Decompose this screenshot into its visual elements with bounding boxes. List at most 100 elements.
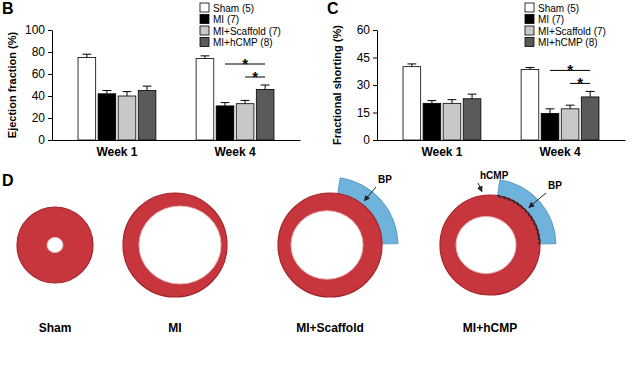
legend-label: MI (7) <box>538 14 564 25</box>
legend-label: MI+Scaffold (7) <box>538 26 606 37</box>
error-bar <box>123 92 132 96</box>
y-tick: 0 <box>38 133 52 147</box>
error-bar <box>201 56 210 59</box>
y-axis-title: Fractional shorting (%) <box>331 25 343 145</box>
error-bar <box>526 68 535 70</box>
error-bar <box>586 91 595 97</box>
y-tick-label: 100 <box>25 23 45 37</box>
bar <box>216 106 234 140</box>
legend: Sham (5)MI (7)MI+Scaffold (7)MI+hCMP (8) <box>200 3 281 49</box>
error-bar <box>82 54 91 57</box>
y-tick-mark <box>373 140 377 141</box>
bar <box>138 91 156 141</box>
tissue <box>278 193 382 297</box>
error-bar <box>241 100 250 103</box>
histology-section <box>440 180 556 295</box>
bar <box>256 89 274 140</box>
lumen <box>139 206 221 284</box>
plot-marks <box>78 54 274 140</box>
y-tick-label: 20 <box>32 111 46 125</box>
y-tick: 60 <box>32 67 52 81</box>
error-bar <box>143 86 152 90</box>
annotation-arrow <box>529 193 546 207</box>
histology-section <box>123 193 227 297</box>
x-tick-label: Week 1 <box>421 145 462 159</box>
y-tick-label: 80 <box>32 45 46 59</box>
bar <box>118 96 136 140</box>
lumen <box>47 237 63 252</box>
legend: Sham (5)MI (7)MI+Scaffold (7)MI+hCMP (8) <box>525 3 606 49</box>
y-tick: 40 <box>32 89 52 103</box>
x-tick: Week 4 <box>214 140 255 159</box>
significance-label: * <box>567 61 573 78</box>
y-axis: 0 20 40 60 80 100 <box>25 23 53 147</box>
legend-swatch <box>525 15 534 24</box>
bar <box>521 69 539 140</box>
legend-swatch <box>200 3 209 12</box>
y-tick: 30 <box>357 78 377 92</box>
x-tick-label: Week 4 <box>214 145 255 159</box>
error-bar <box>546 109 555 114</box>
annotation-label: BP <box>378 174 392 185</box>
y-tick-mark <box>373 30 377 31</box>
panel-d: DShamMIMI+ScaffoldMI+hCMPBPhCMPBP <box>2 170 562 335</box>
y-tick-label: 60 <box>357 23 371 37</box>
error-bar <box>428 101 437 104</box>
y-tick-mark <box>48 140 52 141</box>
chart-panel: B020406080100Ejection fraction (%)Week 1… <box>2 0 301 159</box>
y-tick-mark <box>48 52 52 53</box>
x-tick-label: Week 1 <box>96 145 137 159</box>
legend-swatch <box>200 26 209 35</box>
bar <box>541 113 559 140</box>
section-label: MI+hCMP <box>463 321 517 335</box>
bar <box>443 103 461 140</box>
annotation-label: hCMP <box>480 170 509 181</box>
panel-label: B <box>2 0 14 17</box>
legend-swatch <box>525 38 534 47</box>
error-bar <box>566 105 575 109</box>
section-label: MI+Scaffold <box>296 321 364 335</box>
error-bar <box>407 64 416 67</box>
bar <box>196 59 214 140</box>
annotation-arrow <box>364 187 376 201</box>
hcmp-boundary <box>497 196 540 244</box>
significance-label: * <box>252 68 258 85</box>
y-tick-label: 45 <box>357 51 371 65</box>
y-tick: 15 <box>357 106 377 120</box>
x-tick: Week 1 <box>96 140 137 159</box>
bar <box>403 67 421 140</box>
bar <box>561 109 579 140</box>
bar <box>236 104 254 140</box>
bar <box>78 58 96 141</box>
y-tick-mark <box>48 30 52 31</box>
tissue <box>17 207 93 283</box>
y-tick-label: 30 <box>357 78 371 92</box>
lumen <box>456 217 516 274</box>
bar <box>463 99 481 140</box>
bar <box>581 97 599 140</box>
error-bar <box>261 85 270 89</box>
bar <box>98 94 116 140</box>
figure: B020406080100Ejection fraction (%)Week 1… <box>0 0 640 370</box>
legend-label: Sham (5) <box>213 3 254 14</box>
annotation-arrow <box>478 183 482 192</box>
y-tick-mark <box>48 96 52 97</box>
y-tick: 80 <box>32 45 52 59</box>
legend-swatch <box>200 15 209 24</box>
histology-section <box>278 178 398 297</box>
y-tick: 0 <box>363 133 377 147</box>
y-tick-mark <box>48 74 52 75</box>
legend-swatch <box>525 3 534 12</box>
x-tick: Week 4 <box>539 140 580 159</box>
y-tick-label: 40 <box>32 89 46 103</box>
y-tick-mark <box>373 85 377 86</box>
legend-swatch <box>525 26 534 35</box>
error-bar <box>221 103 230 106</box>
tissue <box>123 193 227 297</box>
y-axis-line <box>52 31 53 141</box>
x-axis: Week 1 Week 4 <box>53 140 301 159</box>
error-bar <box>103 91 112 94</box>
significance-label: * <box>242 55 248 72</box>
y-axis-line <box>377 31 378 141</box>
legend-label: MI (7) <box>213 14 239 25</box>
